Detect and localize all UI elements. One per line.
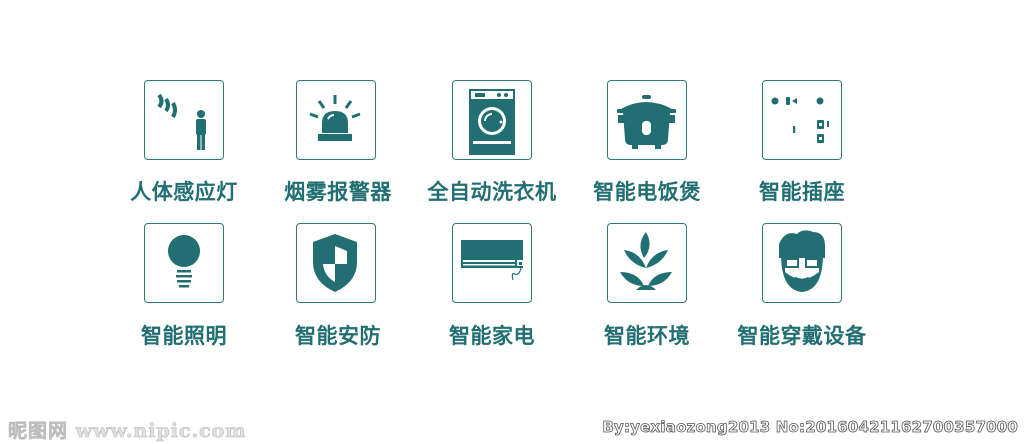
air-conditioner-icon — [461, 240, 523, 281]
tile-smart-lighting[interactable] — [144, 223, 224, 303]
item-label: 智能环境 — [604, 324, 690, 348]
item-label: 人体感应灯 — [130, 180, 238, 204]
smoke-alarm-siren-icon — [309, 95, 361, 141]
tile-smart-socket[interactable] — [762, 80, 842, 160]
tile-smart-wearable[interactable] — [762, 223, 842, 303]
smart-glasses-face-icon — [779, 230, 825, 292]
tile-smart-security[interactable] — [296, 223, 376, 303]
tile-smart-environment[interactable] — [607, 223, 687, 303]
item-label: 智能照明 — [141, 324, 227, 348]
tile-smoke-alarm[interactable] — [296, 80, 376, 160]
tile-washing-machine[interactable] — [452, 80, 532, 160]
item-label: 智能安防 — [295, 324, 381, 348]
plant-leaves-icon — [620, 232, 672, 290]
motion-sensor-person-icon — [157, 93, 206, 150]
tile-smart-appliance[interactable] — [452, 223, 532, 303]
tile-motion-sensor-light[interactable] — [144, 80, 224, 160]
washing-machine-icon — [469, 89, 515, 155]
security-shield-icon — [313, 234, 357, 292]
tile-rice-cooker[interactable] — [607, 80, 687, 160]
item-label: 烟雾报警器 — [284, 180, 392, 204]
item-label: 智能插座 — [759, 180, 845, 204]
item-label: 全自动洗衣机 — [427, 180, 557, 204]
item-label: 智能穿戴设备 — [737, 324, 867, 348]
watermark-left: 昵图网 www.nipic.com — [8, 420, 247, 443]
watermark-right: By:yexiaozong2013 No:2016042116270035700… — [602, 418, 1018, 437]
wall-socket-icon — [771, 97, 829, 143]
item-label: 智能电饭煲 — [593, 180, 701, 204]
rice-cooker-icon — [617, 95, 676, 149]
item-label: 智能家电 — [449, 324, 535, 348]
light-bulb-icon — [168, 235, 200, 288]
